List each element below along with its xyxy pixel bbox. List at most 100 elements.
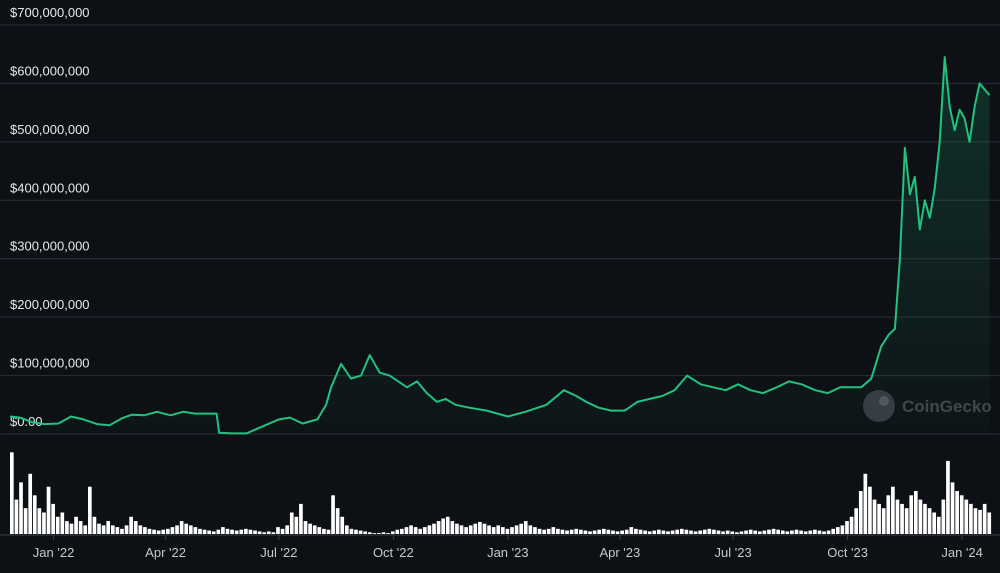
- volume-bar: [363, 531, 368, 534]
- volume-bar: [262, 532, 267, 534]
- volume-bar: [152, 529, 156, 534]
- volume-bar: [973, 508, 978, 534]
- x-tick-label: Jan '23: [487, 545, 529, 560]
- volume-bar: [432, 523, 436, 534]
- volume-bar: [253, 530, 257, 534]
- volume-bar: [551, 527, 556, 534]
- volume-bar: [418, 528, 423, 534]
- volume-bar: [478, 521, 482, 534]
- volume-bar: [721, 531, 725, 534]
- volume-bar: [184, 523, 189, 534]
- volume-bar: [280, 528, 285, 534]
- volume-bar: [904, 508, 909, 534]
- volume-bar: [716, 530, 721, 534]
- volume-bar: [615, 531, 620, 534]
- volume-bar: [372, 533, 377, 534]
- volume-bar: [748, 529, 753, 534]
- gecko-eye-icon: [879, 396, 889, 406]
- volume-bar: [37, 508, 42, 534]
- volume-bar: [97, 523, 101, 534]
- volume-bar: [331, 495, 335, 534]
- volume-bar: [643, 530, 647, 534]
- grid-lines: [0, 24, 1000, 536]
- volume-bar: [794, 529, 799, 534]
- volume-bar: [666, 531, 670, 534]
- volume-bar: [487, 525, 491, 534]
- volume-bar: [395, 529, 400, 534]
- volume-bar: [959, 495, 964, 534]
- volume-bar: [427, 525, 432, 534]
- volume-bar: [707, 528, 712, 534]
- volume-bar: [560, 529, 565, 534]
- x-tick-label: Apr '23: [599, 545, 640, 560]
- y-tick-label: $300,000,000: [10, 239, 90, 254]
- volume-bar: [817, 530, 822, 534]
- y-tick-label: $600,000,000: [10, 63, 90, 78]
- volume-bar: [514, 525, 519, 534]
- volume-bar: [473, 523, 478, 534]
- volume-bar: [28, 473, 33, 534]
- volume-bar: [868, 486, 872, 534]
- volume-bar: [835, 527, 840, 534]
- volume-bar: [693, 531, 698, 534]
- volume-bar: [450, 521, 455, 534]
- volume-bar: [735, 532, 739, 534]
- volume-bar: [969, 503, 973, 534]
- volume-bar: [65, 521, 69, 534]
- volume-bar: [725, 530, 730, 534]
- volume-bar: [936, 516, 941, 534]
- volume-bar: [854, 508, 859, 534]
- volume-bar: [978, 509, 982, 534]
- volume-bar: [840, 525, 845, 534]
- volume-bar: [445, 516, 450, 534]
- volume-bar: [900, 503, 904, 534]
- volume-bar: [60, 512, 65, 534]
- volume-bar: [533, 527, 537, 534]
- volume-bar: [519, 523, 524, 534]
- volume-bar: [230, 529, 234, 534]
- volume-bar: [932, 512, 937, 534]
- volume-bar: [340, 516, 345, 534]
- volume-bar: [849, 516, 854, 534]
- volume-bar: [579, 529, 583, 534]
- volume-bar: [455, 523, 459, 534]
- volume-bar: [78, 521, 83, 534]
- volume-bar: [161, 529, 166, 534]
- volume-bar: [303, 521, 308, 534]
- volume-bar: [115, 527, 120, 534]
- y-tick-label: $200,000,000: [10, 297, 90, 312]
- volume-bar: [55, 516, 60, 534]
- volume-bar: [409, 525, 413, 534]
- volume-bar: [661, 530, 666, 534]
- volume-bar: [501, 527, 505, 534]
- volume-bar: [813, 529, 817, 534]
- volume-bar: [211, 531, 216, 534]
- x-tick-label: Jan '22: [33, 545, 75, 560]
- volume-bar: [344, 525, 349, 534]
- volume-bar: [175, 525, 179, 534]
- volume-bar: [46, 486, 51, 534]
- volume-bar: [583, 530, 588, 534]
- volume-bar: [207, 530, 211, 534]
- volume-bar: [808, 530, 813, 534]
- volume-bar: [895, 499, 900, 534]
- volume-bar: [133, 521, 138, 534]
- volume-bar: [248, 529, 253, 534]
- coingecko-watermark: CoinGecko: [863, 390, 992, 422]
- volume-bar: [606, 529, 611, 534]
- volume-bar: [225, 528, 230, 534]
- x-tick-label: Oct '23: [827, 545, 868, 560]
- volume-bar: [234, 530, 239, 534]
- volume-bar: [422, 527, 427, 534]
- volume-bar: [156, 530, 161, 534]
- volume-bar: [950, 482, 955, 534]
- volume-bars: [10, 452, 992, 534]
- volume-bar: [349, 528, 354, 534]
- volume-bar: [982, 503, 987, 534]
- volume-bar: [120, 528, 124, 534]
- volume-bar: [92, 516, 97, 534]
- volume-bar: [574, 528, 579, 534]
- volume-bar: [753, 530, 758, 534]
